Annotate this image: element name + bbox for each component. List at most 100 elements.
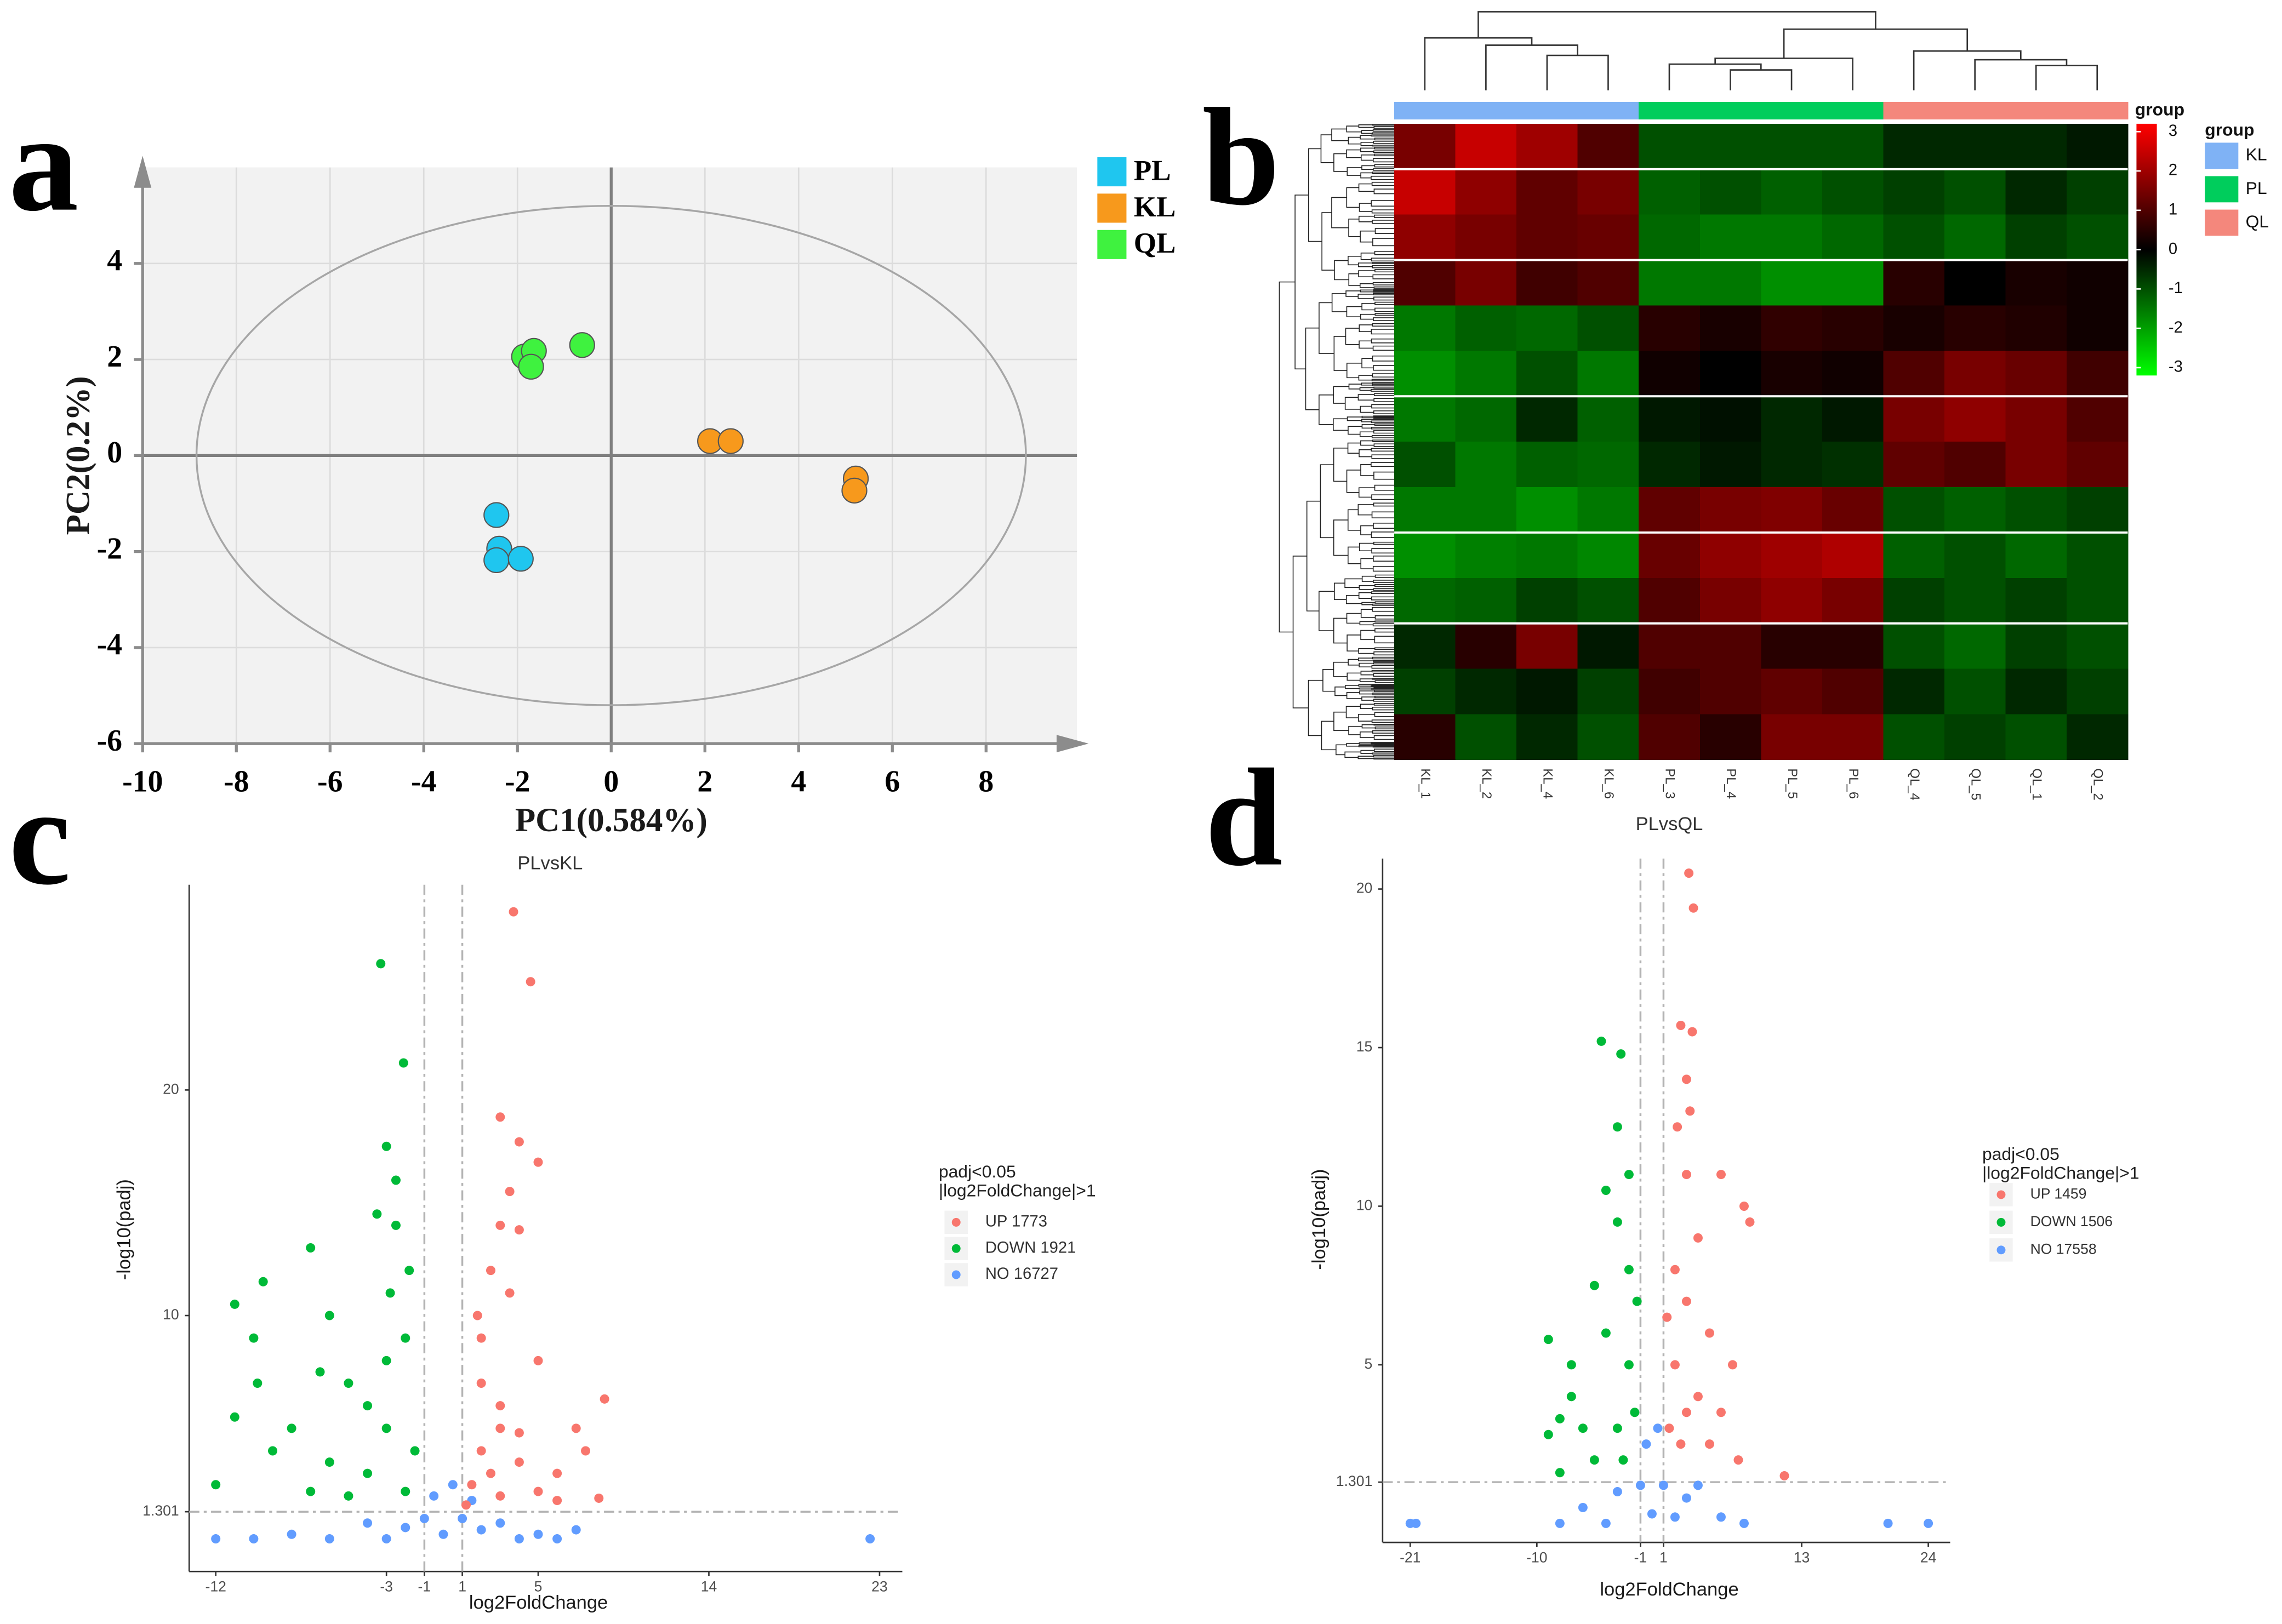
- row-dendrogram: [1360, 704, 1374, 709]
- y-tick-label: 4: [107, 244, 122, 278]
- point: [253, 1379, 263, 1388]
- row-dendrogram: [1358, 684, 1372, 687]
- legend-key: [1097, 230, 1127, 259]
- heatmap-cell: [1761, 214, 1823, 261]
- row-dendrogram: [1374, 744, 1395, 746]
- point: [495, 1401, 505, 1411]
- point: [865, 1534, 875, 1544]
- row-dendrogram: [1372, 238, 1395, 247]
- point: [1739, 1201, 1749, 1211]
- legend-key: [951, 1244, 961, 1253]
- point: [211, 1534, 221, 1544]
- axis-arrow: [1056, 735, 1089, 753]
- point: [514, 1225, 524, 1235]
- row-dendrogram: [1360, 405, 1374, 413]
- row-dendrogram: [1308, 148, 1322, 242]
- heatmap-cell: [1455, 714, 1517, 760]
- legend-label: PL: [1134, 155, 1171, 186]
- row-dendrogram: [1360, 252, 1375, 260]
- heatmap-cell: [1944, 396, 2006, 442]
- heatmap-cell: [1516, 442, 1578, 488]
- row-dendrogram: [1373, 588, 1395, 591]
- heatmap-cell: [1699, 532, 1762, 579]
- heatmap-cell: [1761, 577, 1823, 624]
- point: [324, 1534, 334, 1544]
- heatmap-cell: [1394, 396, 1456, 442]
- heatmap-cell: [1822, 305, 1884, 352]
- point: [1676, 1439, 1686, 1449]
- heatmap-cell: [2005, 668, 2067, 715]
- point: [363, 1401, 373, 1411]
- point: [507, 546, 534, 572]
- point: [569, 332, 595, 358]
- row-dendrogram: [1372, 262, 1395, 264]
- point: [268, 1446, 278, 1456]
- row-dendrogram: [1357, 657, 1373, 661]
- column-label: KL_4: [1541, 768, 1555, 799]
- row-dendrogram: [1346, 125, 1362, 133]
- point: [467, 1480, 477, 1490]
- x-tick-label: 13: [1794, 1549, 1810, 1565]
- row-dendrogram: [1360, 155, 1374, 161]
- colorbar-tick-label: 0: [2169, 240, 2177, 258]
- heatmap-cell: [1944, 442, 2006, 488]
- row-dendrogram: [1371, 684, 1395, 686]
- point: [211, 1480, 221, 1490]
- x-tick-label: 1: [1659, 1549, 1668, 1565]
- column-label: QL_4: [1907, 768, 1922, 800]
- row-dendrogram: [1344, 397, 1361, 410]
- point: [1779, 1471, 1789, 1481]
- heatmap-cell: [1822, 351, 1884, 397]
- heatmap-cell: [1394, 169, 1456, 215]
- y-axis-label: PC2(0.2%): [60, 376, 97, 535]
- heatmap-cell: [2005, 123, 2067, 170]
- point: [1578, 1502, 1588, 1512]
- point: [476, 1333, 486, 1343]
- point: [1612, 1423, 1622, 1433]
- heatmap-cell: [1822, 714, 1884, 760]
- row-dendrogram: [1279, 281, 1296, 633]
- x-tick-label: 14: [701, 1578, 717, 1594]
- heatmap-cell: [1516, 668, 1578, 715]
- heatmap-cell: [1516, 532, 1578, 579]
- heatmap-cell: [1455, 123, 1517, 170]
- heatmap-cell: [1944, 714, 2006, 760]
- heatmap-cell: [1883, 532, 1945, 579]
- heatmap-cell: [1822, 532, 1884, 579]
- row-dendrogram: [1374, 628, 1395, 633]
- heatmap-cell: [1761, 532, 1823, 579]
- group-bar: [1761, 102, 1823, 119]
- heatmap-cell: [1761, 623, 1823, 670]
- x-tick-label: 5: [534, 1578, 543, 1594]
- legend-key: [1996, 1190, 2006, 1199]
- heatmap-cell: [1883, 623, 1945, 670]
- row-dendrogram: [1333, 661, 1349, 677]
- row-dendrogram: [1373, 293, 1395, 295]
- point: [1685, 1106, 1695, 1116]
- point: [363, 1468, 373, 1478]
- row-dendrogram: [1348, 546, 1361, 564]
- heatmap-cell: [1822, 577, 1884, 624]
- heatmap-cell: [1883, 214, 1945, 261]
- point: [429, 1491, 439, 1501]
- row-dendrogram: [1371, 596, 1395, 601]
- heatmap-cell: [1822, 169, 1884, 215]
- point: [1681, 1074, 1691, 1084]
- heatmap-cell: [2005, 577, 2067, 624]
- heatmap-cell: [1883, 396, 1945, 442]
- group-bar: [1455, 102, 1517, 119]
- group-bar: [1699, 102, 1762, 119]
- row-dendrogram: [1345, 595, 1362, 604]
- row-dendrogram: [1348, 218, 1361, 237]
- row-dendrogram: [1361, 358, 1374, 369]
- row-dendrogram: [1346, 613, 1361, 624]
- point: [324, 1311, 334, 1320]
- row-dendrogram: [1357, 394, 1374, 401]
- group-bar: [2066, 102, 2129, 119]
- heatmap-cell: [1639, 123, 1701, 170]
- heatmap-cell: [1455, 487, 1517, 533]
- heatmap-cell: [1944, 623, 2006, 670]
- heatmap-cell: [1639, 351, 1701, 397]
- heatmap-cell: [1699, 169, 1762, 215]
- heatmap-cell: [1944, 668, 2006, 715]
